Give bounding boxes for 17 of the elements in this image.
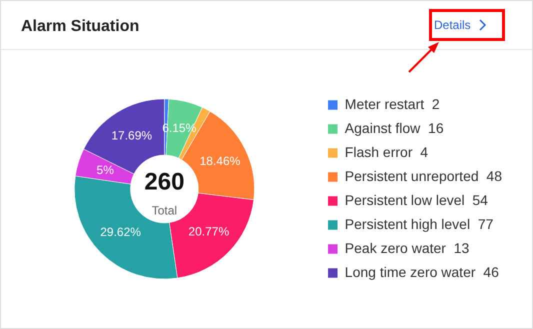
legend-label: Peak zero water 13 bbox=[344, 240, 470, 256]
legend-label: Persistent high level 77 bbox=[344, 216, 494, 232]
legend-label: Long time zero water 46 bbox=[344, 264, 500, 280]
legend-label: Meter restart 2 bbox=[344, 96, 440, 112]
legend-label: Persistent low level 54 bbox=[344, 192, 488, 208]
data-label: 20.77% bbox=[188, 224, 230, 239]
chart-title: Alarm Situation bbox=[21, 18, 140, 36]
data-label: 18.46% bbox=[200, 154, 241, 168]
legend-label: Against flow 16 bbox=[344, 120, 444, 136]
data-label: 17.69% bbox=[111, 128, 152, 143]
data-label: 5% bbox=[96, 162, 114, 177]
legend-label: Flash error 4 bbox=[344, 144, 428, 160]
text: Details bbox=[434, 18, 471, 32]
legend-label: Persistent unreported 48 bbox=[344, 168, 502, 184]
data-label: 29.62% bbox=[100, 225, 142, 240]
text: 260 bbox=[144, 168, 184, 196]
text: Total bbox=[152, 203, 178, 218]
